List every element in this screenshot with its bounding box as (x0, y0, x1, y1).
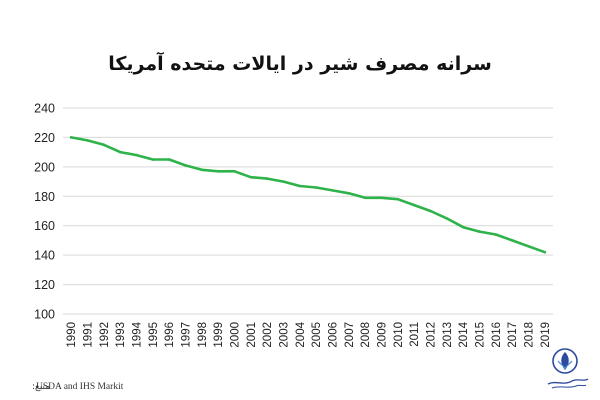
y-tick-label: 100 (34, 308, 55, 322)
x-tick-label: 2019 (540, 322, 552, 348)
x-tick-label: 2006 (328, 322, 340, 348)
data-point (429, 209, 432, 213)
data-point (249, 175, 253, 179)
chart-title: سرانه مصرف شیر در ایالات متحده آمریکا (108, 51, 492, 75)
x-tick-label: 1990 (66, 322, 78, 348)
data-point (167, 158, 171, 161)
x-tick-label: 2002 (262, 322, 274, 348)
y-tick-label: 180 (34, 190, 55, 204)
data-point (118, 150, 122, 154)
x-tick-label: 1992 (99, 322, 111, 348)
data-point (543, 250, 547, 254)
data-point (478, 230, 481, 233)
data-point (102, 143, 106, 147)
data-point (494, 233, 498, 236)
x-tick-label: 1997 (181, 322, 193, 348)
data-point (461, 225, 465, 229)
data-point (347, 192, 351, 195)
data-point (380, 196, 383, 200)
x-tick-label: 2011 (409, 322, 421, 347)
data-point (265, 177, 269, 180)
data-point (527, 245, 530, 248)
source-text: USDA and IHS Markit (36, 382, 124, 392)
data-point (282, 180, 285, 183)
x-tick-label: 2001 (246, 322, 258, 348)
y-tick-label: 220 (34, 131, 55, 145)
x-axis-ticks: 1990 1991 1992 1993 1994 1995 1996 1997 1998 1999… (66, 321, 552, 347)
x-tick-label: 2008 (360, 322, 372, 348)
x-tick-label: 2017 (507, 322, 519, 348)
x-tick-label: 1998 (197, 322, 209, 348)
data-point (151, 158, 155, 161)
data-point (233, 170, 236, 173)
data-point (216, 170, 220, 173)
data-point (298, 184, 302, 188)
x-tick-label: 1993 (115, 322, 127, 348)
association-emblem-icon (547, 348, 589, 389)
x-tick-label: 2014 (458, 321, 470, 347)
y-tick-label: 160 (34, 219, 55, 233)
data-point (200, 168, 204, 172)
gridlines (63, 107, 553, 315)
x-tick-label: 2013 (442, 322, 454, 348)
x-tick-label: 2004 (295, 321, 307, 347)
x-tick-label: 1995 (148, 322, 160, 348)
x-tick-label: 2007 (344, 322, 356, 348)
x-tick-label: 1994 (132, 321, 144, 347)
data-point (69, 136, 73, 139)
y-tick-label: 240 (34, 102, 55, 116)
x-tick-label: 2010 (393, 322, 405, 348)
data-point (510, 239, 514, 242)
x-tick-label: 2005 (311, 322, 323, 348)
data-point (396, 197, 400, 201)
x-tick-label: 2009 (377, 322, 389, 348)
data-point (184, 164, 187, 167)
series-line (69, 136, 547, 254)
x-tick-label: 2016 (491, 322, 503, 348)
y-axis-ticks: 100 120 140 160 180 200 220 240 (34, 102, 55, 322)
source-label: منبع: (32, 382, 50, 392)
source-note: منبع: USDA and IHS Markit (32, 382, 124, 392)
x-tick-label: 2018 (524, 322, 536, 348)
data-point (314, 186, 318, 189)
y-tick-label: 140 (34, 249, 55, 263)
x-tick-label: 1996 (164, 322, 176, 348)
y-tick-label: 120 (34, 278, 55, 292)
x-tick-label: 2012 (426, 322, 438, 348)
series (69, 136, 547, 254)
x-tick-label: 2000 (230, 322, 242, 348)
x-tick-label: 2015 (475, 322, 487, 348)
data-point (135, 153, 138, 157)
x-tick-label: 1999 (213, 322, 225, 348)
data-point (412, 203, 416, 207)
x-tick-label: 1991 (83, 322, 95, 348)
data-point (445, 217, 449, 220)
x-tick-label: 2003 (279, 322, 291, 348)
data-point (86, 139, 89, 142)
y-tick-label: 200 (34, 160, 55, 174)
data-point (331, 189, 334, 192)
data-point (363, 196, 367, 200)
